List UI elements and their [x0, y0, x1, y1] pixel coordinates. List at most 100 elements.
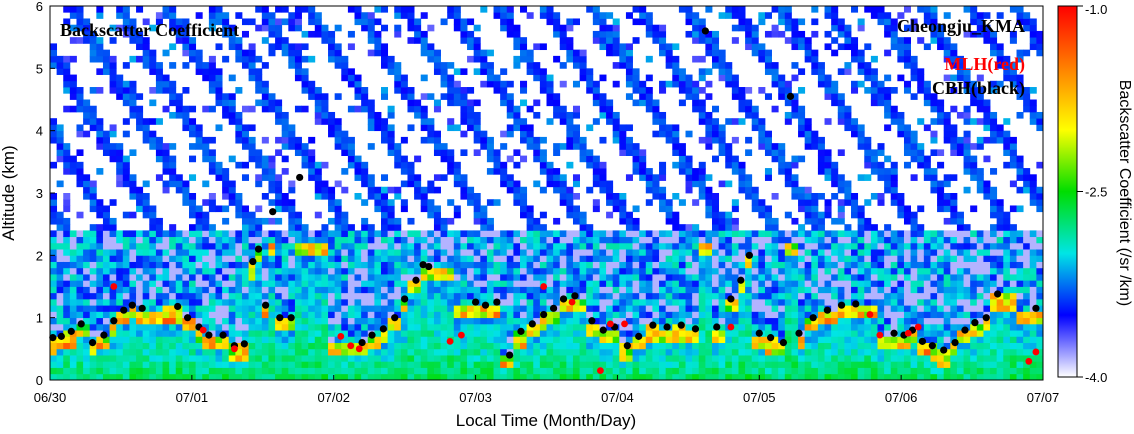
heatmap-cell	[692, 168, 700, 175]
heatmap-cell	[195, 286, 203, 294]
heatmap-cell	[804, 130, 812, 138]
heatmap-cell	[718, 249, 726, 256]
heatmap-cell	[102, 217, 110, 225]
heatmap-cell	[678, 261, 686, 269]
heatmap-cell	[784, 12, 792, 19]
heatmap-cell	[136, 274, 144, 281]
heatmap-cell	[705, 305, 713, 312]
heatmap-cell	[745, 30, 753, 38]
heatmap-cell	[56, 242, 64, 250]
heatmap-cell	[632, 323, 640, 331]
heatmap-cell	[857, 317, 865, 325]
heatmap-cell	[268, 161, 276, 169]
heatmap-cell	[387, 143, 395, 150]
heatmap-cell	[400, 230, 408, 238]
heatmap-cell	[275, 342, 283, 350]
heatmap-cell	[745, 87, 753, 94]
heatmap-cell	[334, 93, 342, 100]
heatmap-cell	[261, 12, 269, 19]
heatmap-cell	[136, 205, 144, 213]
heatmap-cell	[433, 311, 441, 319]
heatmap-cell	[420, 367, 428, 375]
heatmap-cell	[314, 323, 322, 331]
heatmap-cell	[665, 49, 673, 57]
heatmap-cell	[831, 298, 839, 306]
heatmap-cell	[420, 43, 428, 51]
heatmap-cell	[155, 255, 163, 262]
heatmap-cell	[122, 336, 130, 343]
heatmap-cell	[136, 336, 144, 343]
heatmap-cell	[791, 74, 799, 82]
heatmap-cell	[294, 330, 302, 337]
heatmap-cell	[440, 311, 448, 319]
heatmap-cell	[195, 62, 203, 69]
heatmap-cell	[632, 367, 640, 375]
heatmap-cell	[261, 274, 269, 281]
heatmap-cell	[381, 242, 389, 250]
heatmap-cell	[831, 311, 839, 319]
heatmap-cell	[69, 80, 77, 88]
heatmap-cell	[83, 261, 91, 269]
heatmap-cell	[718, 323, 726, 331]
heatmap-cell	[692, 255, 700, 262]
heatmap-cell	[109, 37, 117, 44]
heatmap-cell	[738, 373, 746, 381]
heatmap-cell	[136, 367, 144, 375]
heatmap-cell	[659, 274, 667, 281]
heatmap-cell	[222, 230, 230, 238]
heatmap-cell	[308, 274, 316, 281]
heatmap-cell	[69, 323, 77, 331]
heatmap-cell	[870, 168, 878, 175]
heatmap-cell	[136, 292, 144, 300]
heatmap-cell	[513, 348, 521, 356]
heatmap-cell	[453, 255, 461, 262]
heatmap-cell	[520, 230, 528, 238]
heatmap-cell	[506, 242, 514, 250]
heatmap-cell	[824, 330, 832, 337]
heatmap-cell	[851, 118, 859, 125]
heatmap-cell	[791, 93, 799, 100]
heatmap-cell	[102, 230, 110, 238]
heatmap-cell	[281, 193, 289, 200]
heatmap-cell	[195, 249, 203, 256]
heatmap-cell	[314, 180, 322, 188]
heatmap-cell	[248, 336, 256, 343]
heatmap-cell	[553, 311, 561, 319]
heatmap-cell	[665, 274, 673, 281]
heatmap-cell	[407, 180, 415, 188]
heatmap-cell	[851, 292, 859, 300]
heatmap-cell	[261, 330, 269, 337]
heatmap-cell	[136, 230, 144, 238]
heatmap-cell	[698, 111, 706, 119]
heatmap-cell	[572, 311, 580, 319]
heatmap-cell	[513, 373, 521, 381]
heatmap-cell	[480, 143, 488, 150]
heatmap-cell	[136, 105, 144, 113]
heatmap-cell	[56, 230, 64, 238]
heatmap-cell	[129, 348, 137, 356]
heatmap-cell	[592, 367, 600, 375]
heatmap-cell	[155, 242, 163, 250]
heatmap-cell	[566, 274, 574, 281]
heatmap-cell	[467, 87, 475, 94]
heatmap-cell	[427, 267, 435, 275]
heatmap-cell	[328, 261, 336, 269]
heatmap-cell	[347, 267, 355, 275]
heatmap-cell	[341, 298, 349, 306]
heatmap-cell	[877, 161, 885, 169]
heatmap-cell	[612, 242, 620, 250]
heatmap-cell	[328, 118, 336, 125]
heatmap-cell	[136, 286, 144, 294]
heatmap-cell	[506, 230, 514, 238]
heatmap-cell	[625, 124, 633, 132]
heatmap-cell	[235, 373, 243, 381]
heatmap-cell	[698, 24, 706, 32]
heatmap-cell	[851, 43, 859, 51]
heatmap-cell	[281, 274, 289, 281]
heatmap-cell	[745, 298, 753, 306]
heatmap-cell	[526, 217, 534, 225]
heatmap-cell	[50, 62, 58, 69]
heatmap-cell	[182, 298, 190, 306]
heatmap-cell	[811, 236, 819, 244]
heatmap-cell	[334, 330, 342, 337]
